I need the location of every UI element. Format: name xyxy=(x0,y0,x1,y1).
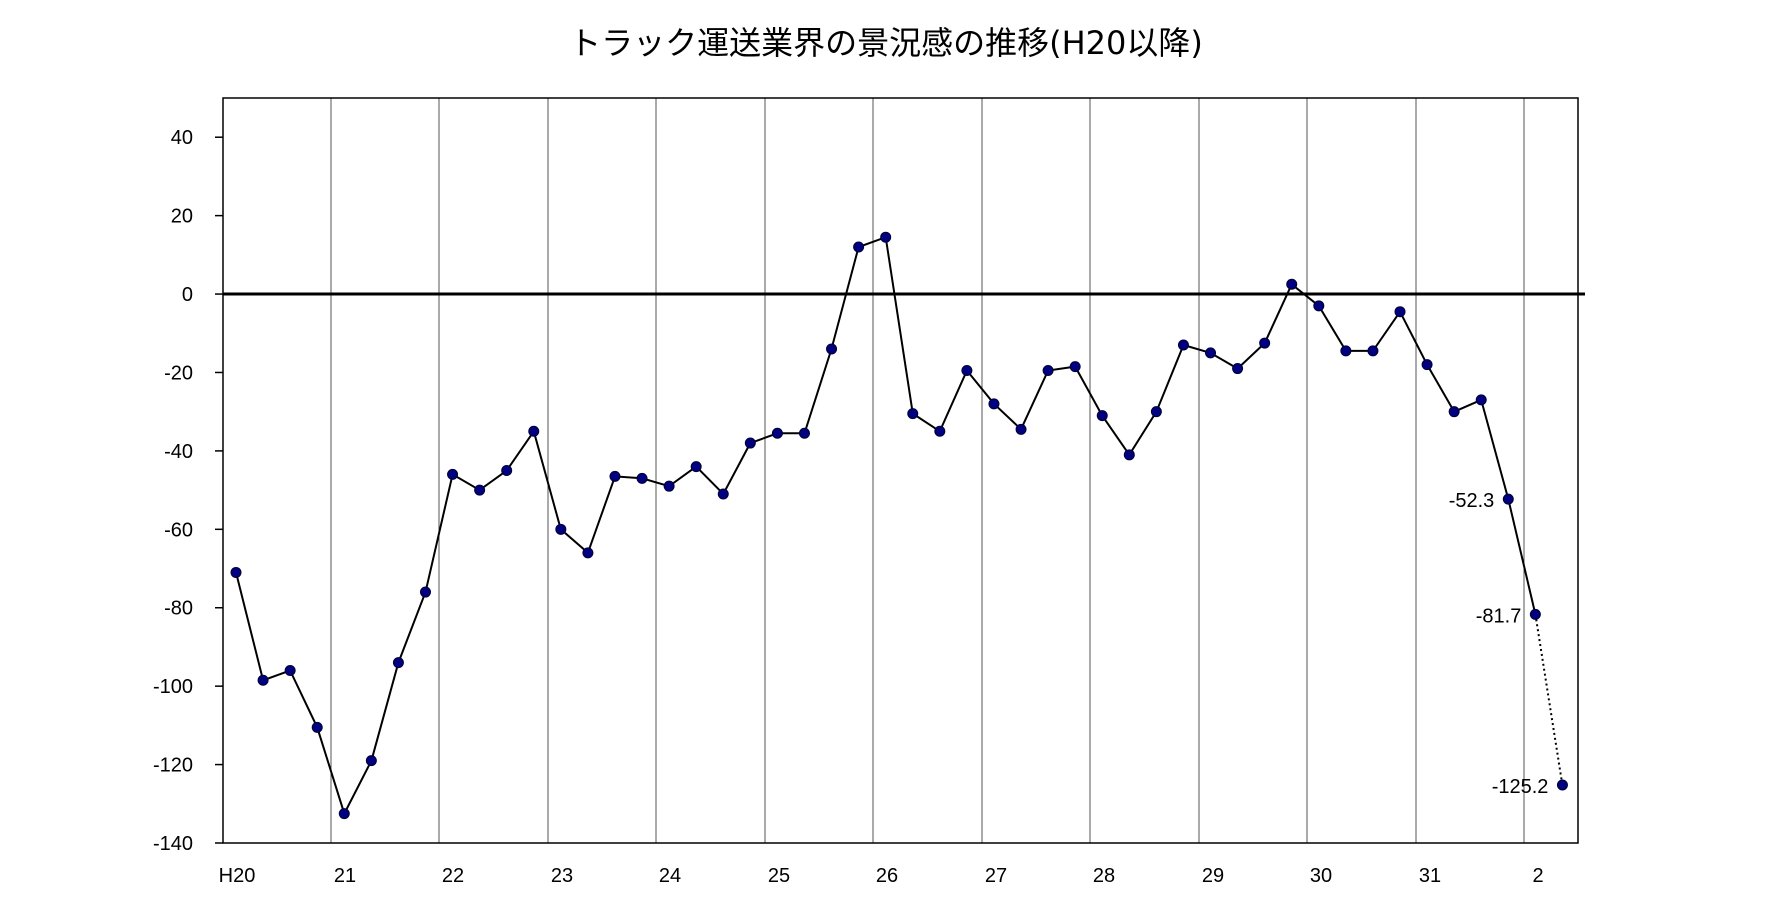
data-point xyxy=(555,523,567,535)
data-point xyxy=(365,755,377,767)
data-labels: -52.3 -81.7 -125.2 xyxy=(1449,490,1549,798)
data-label: -125.2 xyxy=(1492,776,1549,798)
series-line xyxy=(235,235,1564,817)
data-point xyxy=(934,425,946,437)
data-point xyxy=(1150,406,1162,418)
data-point xyxy=(1340,345,1352,357)
x-tick-label: 21 xyxy=(334,865,356,887)
data-point xyxy=(1123,449,1135,461)
data-point xyxy=(230,566,242,578)
data-point xyxy=(798,427,810,439)
data-point xyxy=(284,664,296,676)
data-point xyxy=(474,484,486,496)
data-point xyxy=(609,470,621,482)
data-point xyxy=(1286,278,1298,290)
data-point xyxy=(338,808,350,820)
y-tick-label: -100 xyxy=(153,676,193,698)
data-point xyxy=(663,480,675,492)
data-point xyxy=(1421,359,1433,371)
data-point xyxy=(636,472,648,484)
data-point xyxy=(392,657,404,669)
x-tick-label: 26 xyxy=(876,865,898,887)
y-tick-label: -120 xyxy=(153,755,193,777)
chart-title: トラック運送業界の景況感の推移(H20以降) xyxy=(569,24,1203,62)
data-point xyxy=(744,437,756,449)
x-axis: H20 21 22 23 24 25 26 27 28 29 30 31 2 xyxy=(219,865,1544,887)
y-tick-label: 20 xyxy=(171,206,193,228)
x-tick-label: 2 xyxy=(1532,865,1543,887)
series-line-forecast xyxy=(1534,614,1564,786)
data-point xyxy=(501,465,513,476)
data-point xyxy=(1394,306,1406,318)
data-point xyxy=(257,674,269,686)
data-point xyxy=(447,468,459,480)
x-tick-label: 24 xyxy=(659,865,681,887)
x-tick-label: 25 xyxy=(768,865,790,887)
y-tick-label: -140 xyxy=(153,833,193,855)
data-point xyxy=(907,408,919,420)
data-point xyxy=(582,547,594,559)
data-point xyxy=(1448,406,1460,418)
x-tick-label: 31 xyxy=(1419,865,1441,887)
data-point xyxy=(1205,347,1217,359)
data-point xyxy=(1367,345,1379,357)
data-point xyxy=(853,241,865,253)
y-tick-label: 0 xyxy=(182,284,193,306)
y-tick-label: -60 xyxy=(164,519,193,541)
data-point xyxy=(1232,363,1244,375)
data-point xyxy=(880,231,892,243)
y-axis: 40 20 0 -20 -40 -60 -80 -100 -120 -140 xyxy=(153,127,223,855)
x-tick-label: H20 xyxy=(219,865,256,887)
data-point xyxy=(1556,779,1568,791)
data-point xyxy=(1529,608,1541,620)
data-point xyxy=(961,365,973,377)
grid-lines xyxy=(330,98,1525,843)
plot-frame xyxy=(222,97,1579,844)
data-point xyxy=(826,343,838,355)
data-point xyxy=(1502,493,1514,505)
data-point xyxy=(1096,410,1108,422)
data-label: -52.3 xyxy=(1449,490,1495,512)
series-line-solid xyxy=(235,235,1537,817)
data-point xyxy=(528,425,540,437)
x-tick-label: 27 xyxy=(985,865,1007,887)
x-tick-label: 28 xyxy=(1093,865,1115,887)
data-point xyxy=(1475,394,1487,406)
data-point xyxy=(311,721,323,733)
data-point xyxy=(690,461,702,473)
x-tick-label: 30 xyxy=(1310,865,1332,887)
data-point xyxy=(988,398,1000,410)
data-point xyxy=(1069,361,1081,373)
x-tick-label: 22 xyxy=(442,865,464,887)
x-tick-label: 23 xyxy=(551,865,573,887)
data-point xyxy=(1015,423,1027,435)
data-point xyxy=(419,586,431,598)
data-point xyxy=(1313,300,1325,312)
data-point xyxy=(717,488,729,500)
x-tick-label: 29 xyxy=(1202,865,1224,887)
y-tick-label: 40 xyxy=(171,127,193,149)
y-tick-label: -20 xyxy=(164,362,193,384)
data-point xyxy=(1042,365,1054,377)
data-label: -81.7 xyxy=(1476,605,1522,627)
data-point xyxy=(771,427,783,439)
data-point xyxy=(1177,339,1189,351)
y-tick-label: -40 xyxy=(164,441,193,463)
data-points xyxy=(230,231,1568,820)
y-tick-label: -80 xyxy=(164,598,193,620)
data-point xyxy=(1259,337,1271,349)
